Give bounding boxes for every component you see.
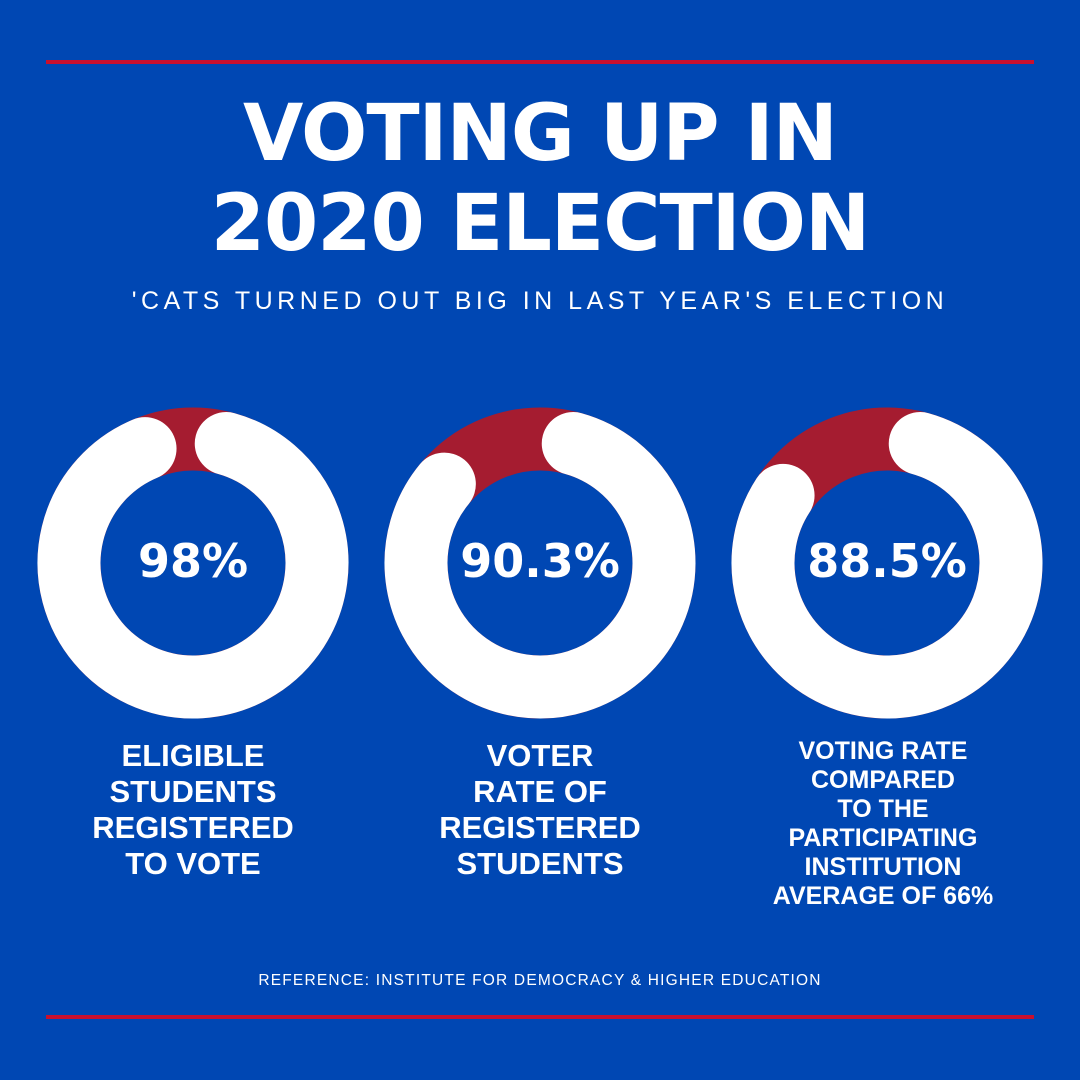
caption-line: VOTER xyxy=(486,738,594,773)
donut-value-arc-voting-rate-compared xyxy=(731,412,1043,719)
caption-line: REGISTERED xyxy=(92,810,294,845)
caption-line: REGISTERED xyxy=(439,810,641,845)
reference-note: REFERENCE: INSTITUTE FOR DEMOCRACY & HIG… xyxy=(258,972,822,989)
subtitle: 'CATS TURNED OUT BIG IN LAST YEAR'S ELEC… xyxy=(131,287,949,315)
bottom-divider xyxy=(46,1015,1034,1019)
caption-line: STUDENTS xyxy=(456,846,624,881)
caption-line: RATE OF xyxy=(473,774,607,809)
caption-line: AVERAGE OF 66% xyxy=(772,882,994,910)
top-divider xyxy=(46,60,1034,64)
caption-line: VOTING RATE xyxy=(798,737,968,765)
caption-line: COMPARED xyxy=(811,766,955,794)
title-line-2: 2020 ELECTION xyxy=(210,179,871,269)
percent-label-voting-rate-compared: 88.5% xyxy=(807,534,967,588)
percent-label-eligible: 98% xyxy=(137,534,249,588)
donut-value-arc-voter-rate xyxy=(384,412,696,719)
caption-line: INSTITUTION xyxy=(804,853,962,881)
caption-line: PARTICIPATING xyxy=(788,824,978,852)
title-line-1: VOTING UP IN xyxy=(243,89,838,179)
percent-label-voter-rate: 90.3% xyxy=(460,534,620,588)
caption-voting-rate-compared: VOTING RATE COMPARED TO THE PARTICIPATIN… xyxy=(733,737,1033,911)
donut-value-arc-eligible xyxy=(37,412,349,719)
caption-voter-rate: VOTER RATE OF REGISTERED STUDENTS xyxy=(390,738,690,882)
caption-line: ELIGIBLE xyxy=(121,738,265,773)
caption-eligible-students: ELIGIBLE STUDENTS REGISTERED TO VOTE xyxy=(43,738,343,882)
caption-line: TO THE xyxy=(837,795,929,823)
caption-line: TO VOTE xyxy=(125,846,261,881)
caption-line: STUDENTS xyxy=(109,774,277,809)
